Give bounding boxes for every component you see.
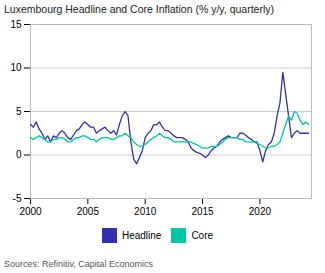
svg-text:2020: 2020 [249,205,272,216]
svg-text:5: 5 [16,105,22,116]
svg-text:2010: 2010 [134,205,157,216]
html-text:Headline: Headline [121,229,162,241]
svg-text:2000: 2000 [19,205,42,216]
svg-text:2015: 2015 [191,205,214,216]
html-text:Luxembourg Headline and Core I: Luxembourg Headline and Core Inflation (… [4,3,274,15]
svg-text:2005: 2005 [77,205,100,216]
html-text:Sources: Refinitiv, Capital Ec: Sources: Refinitiv, Capital Economics [4,258,153,269]
svg-text:10: 10 [10,62,22,73]
svg-text:0: 0 [16,149,22,160]
svg-text:15: 15 [10,18,22,29]
html-text:Core: Core [191,229,214,241]
svg-text:-5: -5 [13,192,22,203]
